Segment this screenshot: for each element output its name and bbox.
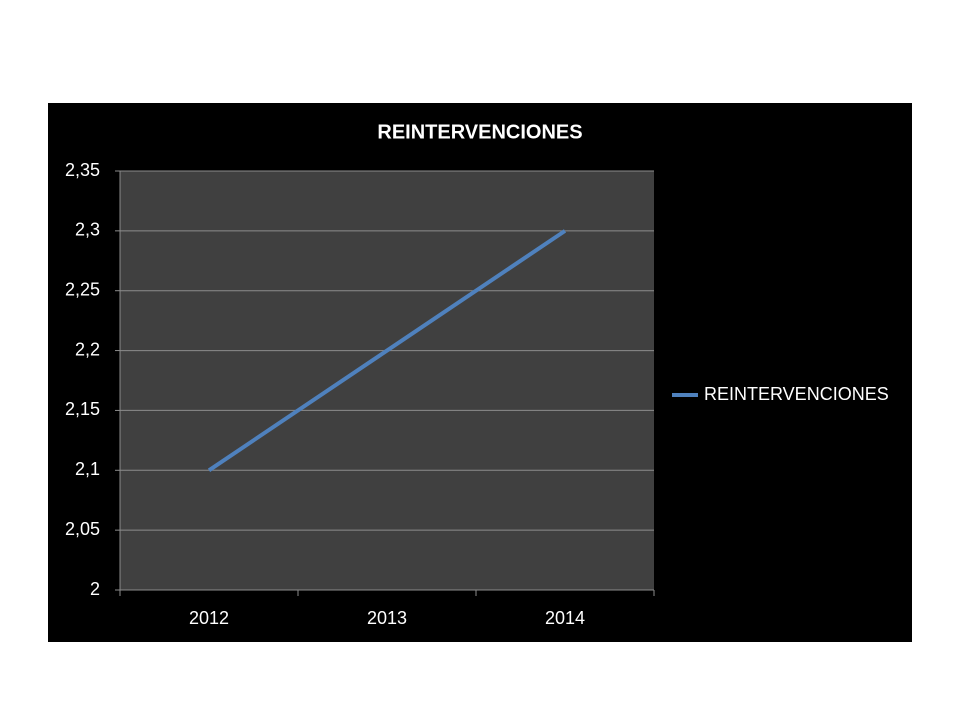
x-tick-label: 2012 <box>189 608 229 628</box>
y-tick-label: 2,2 <box>75 339 100 359</box>
chart-title: REINTERVENCIONES <box>377 121 582 143</box>
plot-area <box>120 171 654 590</box>
y-tick-label: 2,3 <box>75 220 100 240</box>
x-tick-label: 2013 <box>367 608 407 628</box>
y-tick-label: 2,25 <box>65 279 100 299</box>
y-tick-label: 2,35 <box>65 160 100 180</box>
y-tick-label: 2,15 <box>65 399 100 419</box>
y-tick-label: 2,1 <box>75 459 100 479</box>
legend-label: REINTERVENCIONES <box>704 384 889 404</box>
data-line <box>207 229 567 472</box>
y-tick-label: 2,05 <box>65 519 100 539</box>
x-tick-label: 2014 <box>545 608 585 628</box>
y-tick-label: 2 <box>90 579 100 599</box>
